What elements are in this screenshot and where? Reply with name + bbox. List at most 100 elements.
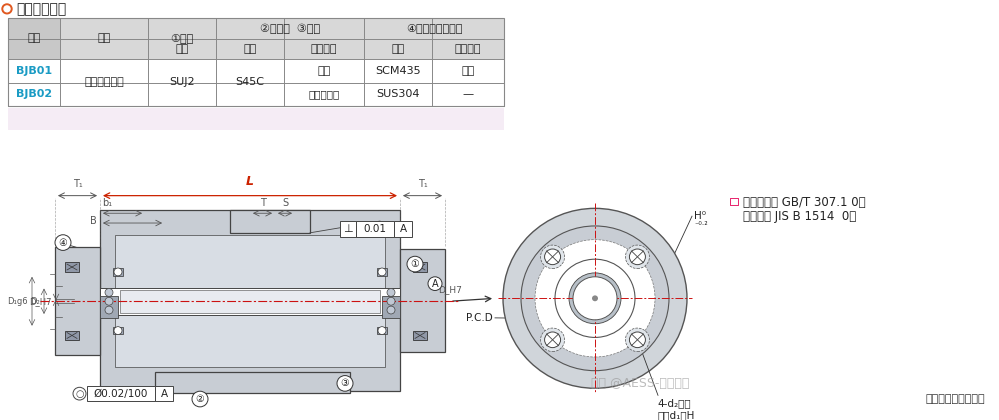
Circle shape: [625, 245, 649, 268]
Text: P.C.D: P.C.D: [467, 313, 493, 323]
Bar: [113, 268, 123, 276]
Text: b₁: b₁: [102, 198, 112, 208]
Text: 引导式法兰型: 引导式法兰型: [84, 77, 124, 87]
Text: ₋₀.₂: ₋₀.₂: [694, 218, 707, 226]
Text: —: —: [463, 89, 474, 100]
Circle shape: [387, 297, 395, 305]
Text: T: T: [260, 198, 266, 208]
Bar: [230, 210, 310, 233]
Bar: [100, 297, 118, 318]
Circle shape: [540, 245, 564, 268]
Bar: [8, 81, 504, 106]
Text: ①轴承: ①轴承: [171, 33, 194, 43]
Text: 引导式法兰型: 引导式法兰型: [16, 2, 66, 16]
Bar: [87, 386, 155, 401]
Circle shape: [544, 332, 560, 348]
Text: 知乎 @AESS-恒嘉精密: 知乎 @AESS-恒嘉精密: [590, 377, 689, 390]
Text: D_H7: D_H7: [30, 297, 52, 306]
Circle shape: [55, 235, 71, 250]
Text: L: L: [246, 175, 254, 188]
Circle shape: [4, 6, 10, 12]
Text: D₂: D₂: [30, 297, 40, 306]
Bar: [8, 18, 504, 59]
Bar: [8, 18, 60, 59]
Text: d: d: [387, 304, 394, 314]
Bar: [113, 327, 123, 334]
Text: D₁g6: D₁g6: [7, 297, 28, 306]
Text: S: S: [282, 198, 288, 208]
Bar: [65, 331, 79, 340]
Bar: [729, 197, 740, 207]
Text: ⊥: ⊥: [343, 224, 353, 234]
Bar: [413, 262, 427, 272]
Circle shape: [540, 328, 564, 352]
Text: 沉孔d₁深H: 沉孔d₁深H: [657, 410, 694, 420]
Text: dh: dh: [244, 296, 257, 306]
Text: SUJ2: SUJ2: [169, 77, 195, 87]
Circle shape: [629, 249, 645, 265]
Text: T₁: T₁: [73, 179, 82, 189]
Circle shape: [573, 277, 617, 320]
Text: ②固定座  ③盖板: ②固定座 ③盖板: [260, 23, 320, 34]
Bar: [356, 221, 394, 237]
Text: Ø0.02/100: Ø0.02/100: [94, 388, 148, 399]
Bar: [382, 297, 400, 318]
Text: 轴承精度： GB/T 307.1 0级: 轴承精度： GB/T 307.1 0级: [743, 196, 865, 209]
Bar: [731, 199, 738, 205]
Text: ①: ①: [411, 259, 420, 269]
Circle shape: [114, 327, 122, 334]
Text: A: A: [161, 388, 168, 399]
Circle shape: [592, 295, 598, 301]
Text: 相当于： JIS B 1514  0级: 相当于： JIS B 1514 0级: [743, 210, 856, 223]
Circle shape: [378, 327, 386, 334]
Text: 发黑: 发黑: [318, 66, 331, 76]
Bar: [65, 262, 79, 272]
Circle shape: [192, 391, 208, 407]
Text: 视角标准：第一视角: 视角标准：第一视角: [925, 394, 985, 404]
Bar: [8, 108, 504, 130]
Text: SCM435: SCM435: [376, 66, 421, 76]
Circle shape: [503, 208, 687, 388]
Text: S45C: S45C: [236, 77, 265, 87]
Text: 材质: 材质: [176, 44, 189, 54]
Text: 4-d₂通孔: 4-d₂通孔: [657, 398, 690, 408]
Text: ④: ④: [59, 238, 67, 247]
Circle shape: [105, 297, 113, 305]
Circle shape: [114, 268, 122, 276]
Text: 发黑: 发黑: [462, 66, 475, 76]
Text: A: A: [400, 224, 407, 234]
Bar: [100, 210, 400, 391]
Bar: [100, 288, 400, 315]
Text: T₁: T₁: [418, 179, 428, 189]
Circle shape: [428, 277, 442, 291]
Bar: [115, 235, 385, 367]
Text: 代码: 代码: [27, 33, 41, 43]
Text: 材质: 材质: [244, 44, 257, 54]
Circle shape: [625, 328, 649, 352]
Circle shape: [105, 306, 113, 314]
Circle shape: [73, 387, 86, 400]
Text: 类型: 类型: [97, 33, 111, 43]
Text: 表面处理: 表面处理: [455, 44, 482, 54]
Bar: [377, 327, 387, 334]
Text: BJB02: BJB02: [16, 89, 52, 100]
Text: H⁰: H⁰: [694, 211, 706, 221]
Circle shape: [629, 332, 645, 348]
Bar: [377, 268, 387, 276]
Circle shape: [569, 273, 621, 324]
Circle shape: [535, 240, 655, 357]
Bar: [394, 221, 412, 237]
Text: ○: ○: [75, 388, 84, 399]
Text: 无电解镀镍: 无电解镀镍: [309, 89, 340, 100]
Circle shape: [407, 256, 423, 272]
Text: ③: ③: [341, 378, 350, 388]
Bar: [413, 331, 427, 340]
Bar: [155, 372, 350, 393]
Text: ②: ②: [196, 394, 205, 404]
Text: D_H7: D_H7: [439, 285, 462, 294]
Circle shape: [387, 306, 395, 314]
Bar: [55, 247, 100, 355]
Text: 材质: 材质: [392, 44, 405, 54]
Bar: [400, 249, 445, 352]
Circle shape: [544, 249, 560, 265]
